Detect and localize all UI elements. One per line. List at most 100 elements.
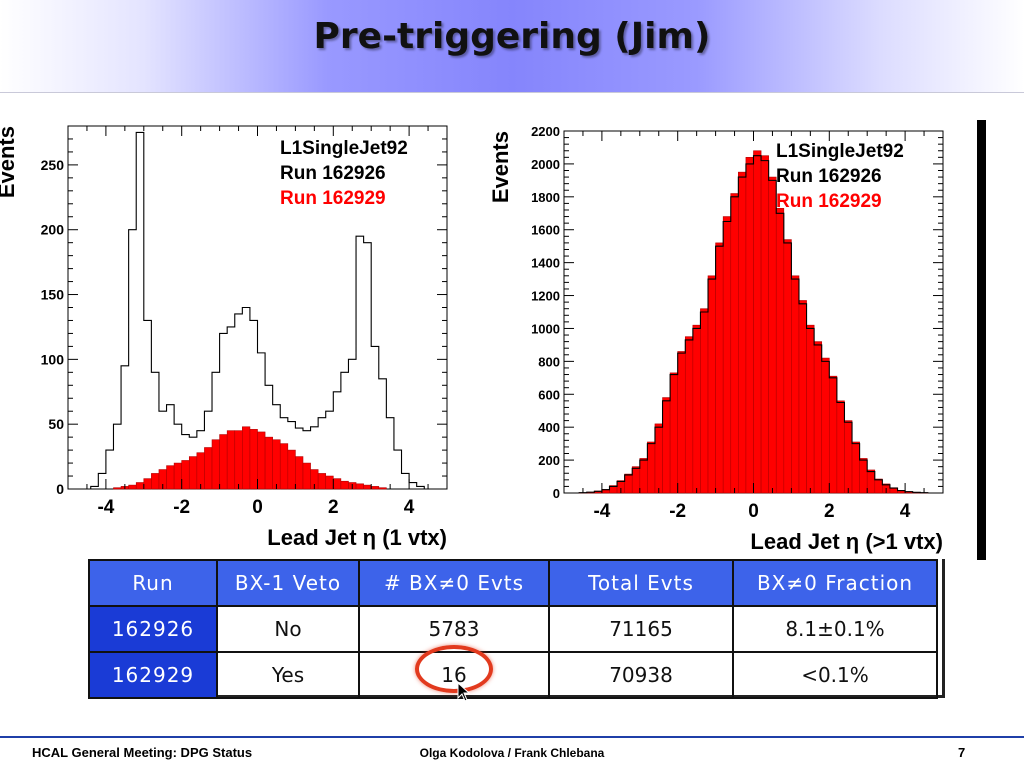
bar-run-162929 bbox=[753, 150, 762, 494]
bar-run-162929 bbox=[654, 423, 663, 494]
highlight-circle bbox=[415, 645, 493, 693]
bar-run-162929 bbox=[264, 436, 273, 490]
table-cell-fraction: <0.1% bbox=[732, 651, 938, 699]
legend-entry: Run 162929 bbox=[280, 188, 386, 209]
bar-run-162929 bbox=[113, 487, 122, 490]
y-tick-label: 0 bbox=[56, 481, 64, 497]
y-axis-label: Events bbox=[488, 131, 513, 203]
bar-run-162929 bbox=[768, 176, 777, 494]
x-tick-label: -4 bbox=[593, 501, 610, 522]
y-tick-label: 200 bbox=[41, 222, 65, 238]
y-tick-label: 2200 bbox=[531, 124, 560, 139]
bar-run-162929 bbox=[828, 375, 838, 494]
bar-run-162929 bbox=[143, 478, 152, 490]
plot-frame bbox=[67, 125, 448, 490]
x-tick-label: 0 bbox=[748, 501, 759, 522]
summary-table: Run BX-1 Veto # BX≠0 Evts Total Evts BX≠… bbox=[88, 559, 938, 699]
bar-run-162929 bbox=[791, 275, 800, 494]
x-tick-label: -4 bbox=[97, 497, 114, 518]
y-tick-label: 200 bbox=[538, 453, 560, 468]
bar-run-162929 bbox=[279, 443, 289, 490]
bar-run-162929 bbox=[859, 458, 868, 494]
y-tick-label: 250 bbox=[41, 157, 65, 173]
bar-run-162929 bbox=[219, 434, 228, 490]
histogram-left: -4 -2 0 2 4 0 50 100 150 200 250 Lead Jet η (1 vtx)… bbox=[0, 116, 470, 556]
footer-meeting: HCAL General Meeting: DPG Status bbox=[32, 745, 253, 760]
bar-run-162929 bbox=[370, 486, 380, 490]
bar-run-162929 bbox=[302, 462, 311, 490]
bar-run-162929 bbox=[798, 300, 807, 494]
y-tick-label: 150 bbox=[41, 287, 65, 303]
bar-run-162929 bbox=[624, 473, 633, 494]
table-cell-total: 71165 bbox=[548, 605, 734, 653]
bar-run-162929 bbox=[151, 473, 160, 490]
bar-run-162929 bbox=[783, 239, 792, 494]
bar-run-162929 bbox=[715, 242, 724, 494]
bar-run-162929 bbox=[760, 155, 769, 494]
bar-run-162929 bbox=[662, 397, 671, 494]
y-tick-label: 100 bbox=[41, 351, 65, 367]
title-bar: Pre-triggering (Jim) bbox=[0, 0, 1024, 93]
x-tick-label: -2 bbox=[669, 501, 686, 522]
bar-run-162929 bbox=[317, 473, 327, 490]
bar-run-162929 bbox=[700, 308, 709, 494]
header-bx-veto: BX-1 Veto bbox=[216, 559, 360, 607]
bar-run-162929 bbox=[166, 465, 175, 490]
bar-run-162929 bbox=[363, 484, 372, 490]
x-tick-label: 4 bbox=[900, 501, 911, 522]
bar-run-162929 bbox=[135, 482, 145, 490]
bar-run-162929 bbox=[257, 431, 266, 490]
legend-entry: Run 162926 bbox=[280, 163, 386, 184]
table-cell-total: 70938 bbox=[548, 651, 734, 699]
y-tick-label: 1600 bbox=[531, 223, 560, 238]
bar-run-162929 bbox=[684, 336, 694, 494]
x-tick-label: 0 bbox=[252, 497, 263, 518]
bar-run-162929 bbox=[866, 469, 876, 494]
line-run-162926 bbox=[90, 131, 425, 489]
bar-run-162929 bbox=[745, 157, 754, 494]
bar-run-162929 bbox=[340, 480, 349, 490]
bar-run-162929 bbox=[378, 487, 387, 490]
bar-run-162929 bbox=[639, 458, 648, 494]
y-tick-label: 400 bbox=[538, 420, 560, 435]
header-fraction: BX≠0 Fraction bbox=[732, 559, 938, 607]
bar-run-162929 bbox=[226, 430, 236, 490]
bar-run-162929 bbox=[196, 452, 205, 490]
vertical-divider bbox=[977, 120, 986, 560]
table-row: 162929 Yes 16 70938 <0.1% bbox=[88, 651, 938, 699]
x-tick-label: 4 bbox=[404, 497, 415, 518]
bar-run-162929 bbox=[188, 456, 198, 490]
bar-run-162929 bbox=[204, 447, 213, 490]
bar-run-162929 bbox=[287, 449, 296, 490]
bar-run-162929 bbox=[173, 462, 182, 490]
bar-run-162929 bbox=[730, 193, 739, 494]
y-axis-label: Events bbox=[0, 126, 19, 198]
bar-run-162929 bbox=[332, 478, 342, 490]
y-tick-label: 600 bbox=[538, 387, 560, 402]
x-axis-label: Lead Jet η (>1 vtx) bbox=[750, 529, 943, 554]
bar-run-162929 bbox=[738, 171, 747, 494]
x-tick-label: 2 bbox=[328, 497, 339, 518]
table-header-row: Run BX-1 Veto # BX≠0 Evts Total Evts BX≠… bbox=[88, 559, 938, 607]
x-axis-label: Lead Jet η (1 vtx) bbox=[267, 525, 447, 550]
bar-run-162929 bbox=[836, 400, 845, 494]
histogram-right: -4 -2 0 2 4 0 200 400 600 800 1000 1200 1400 1600 1800… bbox=[484, 116, 960, 556]
x-tick-label: 2 bbox=[824, 501, 835, 522]
bar-run-162929 bbox=[692, 324, 701, 494]
y-tick-label: 0 bbox=[553, 486, 560, 501]
y-tick-label: 1800 bbox=[531, 190, 560, 205]
legend-entry: Run 162926 bbox=[776, 166, 882, 187]
bar-run-162929 bbox=[249, 429, 258, 490]
bar-run-162929 bbox=[844, 420, 853, 494]
bar-run-162929 bbox=[813, 341, 823, 494]
bar-run-162929 bbox=[821, 357, 830, 494]
bar-run-162929 bbox=[234, 430, 243, 490]
summary-table-frame: Run BX-1 Veto # BX≠0 Evts Total Evts BX≠… bbox=[88, 559, 945, 699]
bar-run-162929 bbox=[631, 466, 641, 494]
y-tick-label: 1000 bbox=[531, 321, 560, 336]
y-tick-label: 1400 bbox=[531, 256, 560, 271]
y-tick-label: 50 bbox=[48, 416, 64, 432]
header-run: Run bbox=[88, 559, 218, 607]
bar-run-162929 bbox=[355, 483, 364, 490]
bar-run-162929 bbox=[272, 439, 281, 490]
